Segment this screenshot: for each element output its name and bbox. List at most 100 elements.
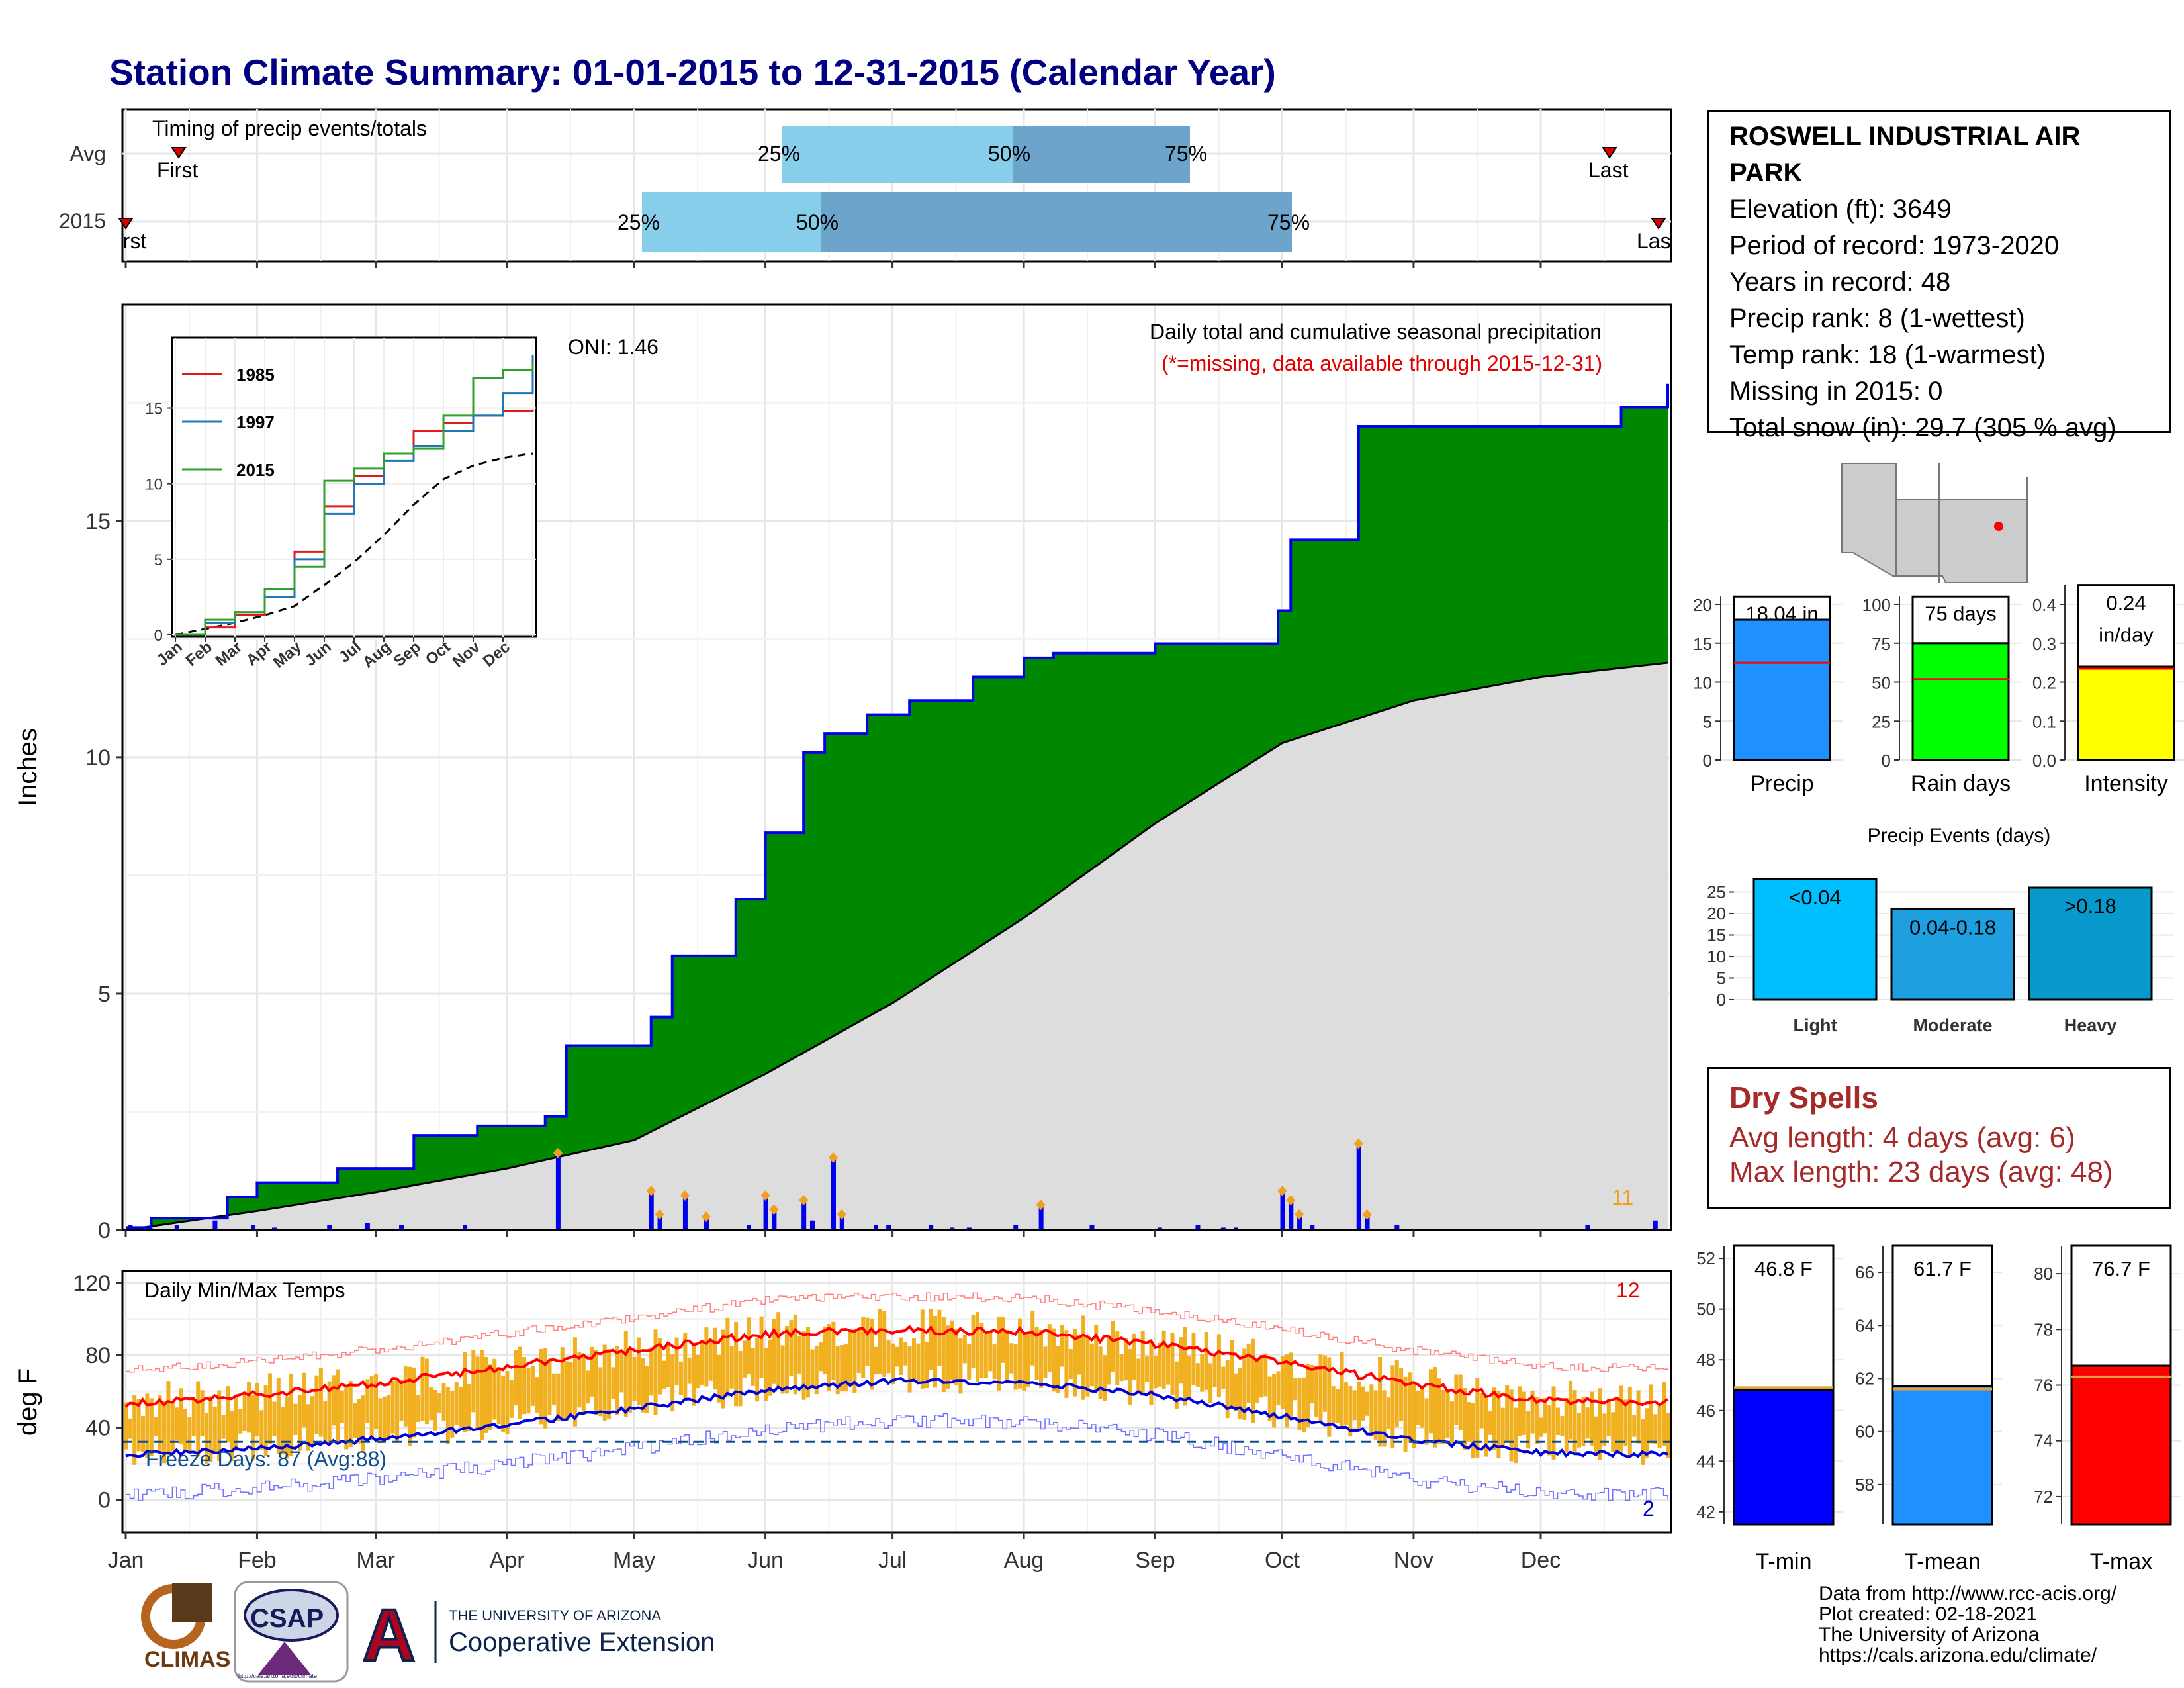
daily-temp-bar	[1301, 1377, 1306, 1432]
daily-temp-bar	[1403, 1376, 1408, 1452]
daily-temp-bar	[221, 1415, 226, 1439]
daily-temp-bar	[1539, 1417, 1543, 1437]
daily-temp-bar	[166, 1381, 171, 1456]
daily-temp-bar	[416, 1395, 421, 1422]
daily-temp-bar	[1234, 1373, 1238, 1411]
temp-bar-t-max	[2070, 1364, 2172, 1526]
precip-event-marker	[799, 1195, 809, 1206]
daily-temp-bar	[708, 1340, 713, 1381]
daily-temp-bar	[721, 1329, 725, 1409]
daily-temp-bar	[551, 1373, 556, 1405]
daily-temp-bar	[1034, 1327, 1039, 1380]
inset-2015-line	[175, 362, 534, 636]
daily-temp-bar	[344, 1385, 349, 1450]
event-bar-heavy	[2028, 886, 2153, 1001]
mini-bar-value-unit: in/day	[2099, 624, 2154, 647]
daily-temp-bar	[734, 1321, 739, 1407]
precip-panel: 0 5 10 15 Daily total and cumulative season…	[13, 303, 1672, 1243]
daily-temp-bar	[1513, 1407, 1518, 1464]
temp-bar-ytick: 52	[1696, 1248, 1715, 1268]
temp-ytick-0: 0	[98, 1488, 111, 1513]
daily-temp-bar	[1378, 1356, 1383, 1447]
event-ytick: 15	[1707, 925, 1726, 945]
daily-temp-bar	[666, 1344, 670, 1387]
yr-q50-q75-bar	[821, 192, 1292, 252]
daily-temp-bar	[692, 1342, 696, 1406]
station-precip-rank: Precip rank: 8 (1-wettest)	[1729, 304, 2025, 333]
daily-temp-bar	[602, 1344, 607, 1421]
daily-temp-bar	[683, 1333, 688, 1399]
daily-temp-bar	[484, 1356, 488, 1433]
daily-temp-bar	[318, 1368, 323, 1437]
daily-temp-bar	[747, 1317, 751, 1375]
daily-temp-bar	[789, 1320, 794, 1376]
daily-temp-bar	[615, 1346, 619, 1416]
precip-ylabel: Inches	[13, 728, 42, 806]
daily-temp-bar	[1263, 1353, 1268, 1397]
temp-ytick-80: 80	[85, 1343, 111, 1368]
event-ytick: 0	[1717, 990, 1726, 1009]
daily-temp-bar	[1068, 1349, 1073, 1380]
daily-temp-bar	[869, 1319, 874, 1390]
daily-temp-bar	[1412, 1382, 1416, 1449]
daily-temp-bar	[1009, 1343, 1014, 1374]
daily-temp-bar	[1632, 1415, 1637, 1437]
daily-temp-bar	[403, 1366, 408, 1427]
daily-temp-bar	[1187, 1356, 1192, 1399]
daily-temp-bar	[302, 1372, 306, 1428]
daily-temp-bar	[1394, 1360, 1399, 1427]
precip-events-chart: 0 5 10 15 20 25 Precip Events (days) <0.04 Light…	[1707, 825, 2174, 1035]
daily-temp-bar	[1056, 1346, 1060, 1394]
daily-temp-bar	[920, 1309, 925, 1389]
daily-precip-bar	[966, 1227, 972, 1230]
precip-ytick-0: 0	[98, 1218, 111, 1243]
daily-temp-bar	[1636, 1390, 1641, 1444]
avg-max-line	[124, 1325, 1669, 1408]
mini-bar-ytick: 75	[1872, 634, 1891, 654]
daily-temp-bar	[899, 1337, 903, 1375]
daily-temp-bar	[314, 1375, 319, 1434]
daily-temp-bar	[162, 1401, 167, 1464]
precip-note1: Daily total and cumulative seasonal prec…	[1150, 320, 1602, 344]
daily-temp-bar	[1153, 1356, 1158, 1389]
temp-bar-label: T-min	[1756, 1549, 1812, 1574]
daily-temp-bar	[255, 1382, 259, 1437]
daily-temp-bar	[1492, 1387, 1496, 1450]
daily-temp-bar	[907, 1346, 912, 1393]
daily-temp-bar	[1310, 1364, 1314, 1404]
precip-ytick-5: 5	[98, 982, 111, 1007]
daily-temp-bar	[1272, 1374, 1277, 1428]
temp-bar-t-mean	[1891, 1385, 1993, 1526]
daily-temp-bar	[170, 1400, 175, 1452]
event-bar-text: 0.04-0.18	[1909, 916, 1996, 939]
credit-line-3: The University of Arizona	[1819, 1624, 2040, 1646]
dry-spells-max: Max length: 23 days (avg: 48)	[1729, 1156, 2113, 1188]
precip-event-marker	[1277, 1185, 1287, 1196]
daily-temp-bar	[619, 1351, 624, 1393]
daily-temp-bar	[1318, 1354, 1323, 1423]
daily-precip-bar	[809, 1220, 815, 1230]
daily-precip-bar	[212, 1220, 218, 1230]
daily-temp-bar	[755, 1338, 760, 1402]
daily-temp-bar	[1463, 1388, 1467, 1450]
station-period: Period of record: 1973-2020	[1729, 231, 2060, 260]
daily-temp-bar	[1357, 1382, 1361, 1430]
daily-temp-bar	[268, 1373, 273, 1444]
daily-temp-bar	[1064, 1330, 1069, 1398]
avg-q75-label: 75%	[1165, 142, 1207, 165]
record-min-line	[126, 1413, 1668, 1501]
daily-temp-bar	[1276, 1371, 1281, 1406]
daily-temp-bar	[445, 1386, 450, 1444]
temp-bar-ytick: 66	[1855, 1262, 1874, 1282]
daily-temp-bar	[1216, 1334, 1221, 1397]
daily-temp-bar	[611, 1367, 615, 1399]
daily-temp-bar	[1022, 1333, 1026, 1391]
daily-precip-bar	[365, 1223, 370, 1230]
temp-bar-ytick: 72	[2034, 1487, 2053, 1507]
station-snow: Total snow (in): 29.7 (305 % avg)	[1729, 413, 2116, 442]
daily-temp-bar	[1225, 1360, 1230, 1419]
daily-temp-bar	[310, 1396, 315, 1446]
climas-logo: CLIMAS	[141, 1583, 230, 1672]
daily-temp-bar	[971, 1314, 976, 1369]
inset-ytick-15: 15	[145, 400, 163, 418]
